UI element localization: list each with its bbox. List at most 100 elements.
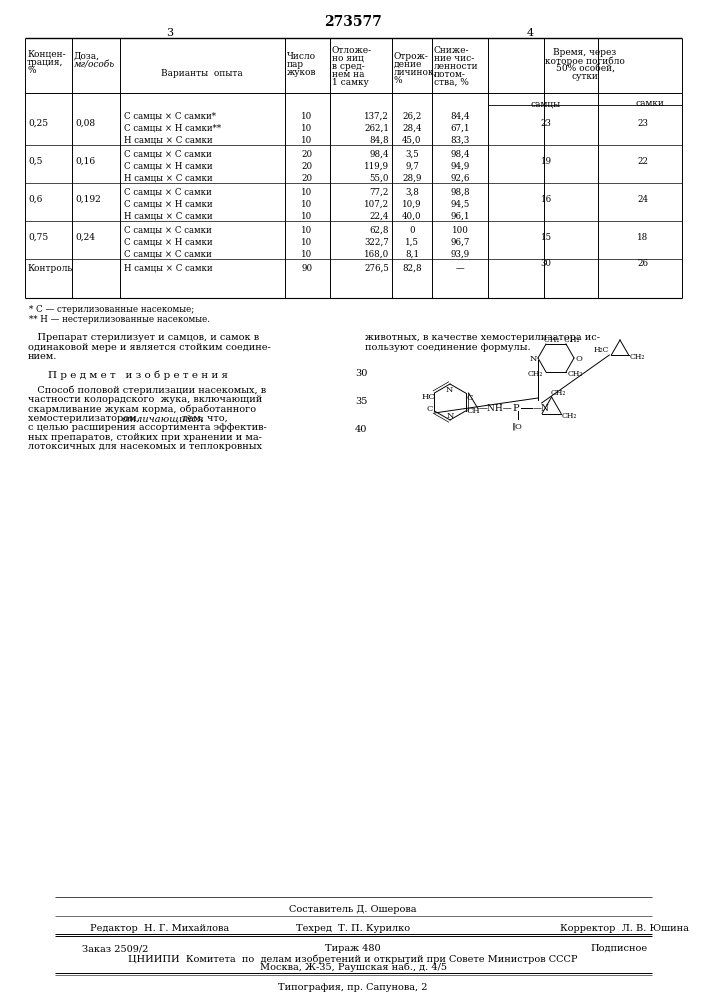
- Text: 77,2: 77,2: [370, 188, 389, 197]
- Text: HC: HC: [421, 393, 436, 401]
- Text: 273577: 273577: [324, 15, 382, 29]
- Text: 20: 20: [301, 150, 312, 159]
- Text: C: C: [426, 405, 433, 413]
- Text: 0,08: 0,08: [75, 119, 95, 128]
- Text: N: N: [530, 355, 537, 363]
- Text: 0,25: 0,25: [28, 119, 48, 128]
- Text: 83,3: 83,3: [450, 136, 469, 145]
- Text: 10: 10: [301, 238, 312, 247]
- Text: 18: 18: [638, 233, 648, 242]
- Text: 96,7: 96,7: [450, 238, 469, 247]
- Text: Сниже-: Сниже-: [434, 46, 469, 55]
- Text: нем на: нем на: [332, 70, 365, 79]
- Text: Типография, пр. Сапунова, 2: Типография, пр. Сапунова, 2: [279, 983, 428, 992]
- Text: 0: 0: [409, 226, 415, 235]
- Text: сутки: сутки: [571, 72, 598, 81]
- Text: 94,5: 94,5: [450, 200, 469, 209]
- Text: CH₂: CH₂: [528, 370, 544, 378]
- Text: CH: CH: [467, 407, 480, 415]
- Text: P: P: [513, 404, 519, 413]
- Text: 10: 10: [301, 212, 312, 221]
- Text: 10: 10: [301, 200, 312, 209]
- Text: 119,9: 119,9: [364, 162, 389, 171]
- Text: с целью расширения ассортимента эффектив-: с целью расширения ассортимента эффектив…: [28, 423, 267, 432]
- Text: 67,1: 67,1: [450, 124, 469, 133]
- Text: 93,9: 93,9: [450, 250, 469, 259]
- Text: CH₂  CH₂: CH₂ CH₂: [544, 336, 580, 344]
- Text: 24: 24: [638, 195, 648, 204]
- Text: С самцы × Н самки: С самцы × Н самки: [124, 162, 213, 171]
- Text: 0,192: 0,192: [75, 195, 101, 204]
- Text: С самцы × С самки: С самцы × С самки: [124, 150, 212, 159]
- Text: животных, в качестве хемостерилизатора ис-: животных, в качестве хемостерилизатора и…: [365, 333, 600, 342]
- Text: Тираж 480: Тираж 480: [325, 944, 381, 953]
- Text: 90: 90: [301, 264, 312, 273]
- Text: 15: 15: [540, 233, 551, 242]
- Text: Отрож-: Отрож-: [394, 52, 429, 61]
- Text: 10: 10: [301, 226, 312, 235]
- Text: Доза,: Доза,: [74, 52, 100, 61]
- Text: 40: 40: [355, 425, 368, 434]
- Text: пар: пар: [287, 60, 304, 69]
- Text: Н самцы × С самки: Н самцы × С самки: [124, 136, 213, 145]
- Text: ленности: ленности: [434, 62, 479, 71]
- Text: Подписное: Подписное: [590, 944, 647, 953]
- Text: 10: 10: [301, 124, 312, 133]
- Text: 10: 10: [301, 136, 312, 145]
- Text: 98,8: 98,8: [450, 188, 470, 197]
- Text: CH₂: CH₂: [551, 389, 566, 397]
- Text: CH₂: CH₂: [562, 412, 578, 420]
- Text: 23: 23: [638, 119, 648, 128]
- Text: Варианты  опыта: Варианты опыта: [161, 69, 243, 78]
- Text: 168,0: 168,0: [363, 250, 389, 259]
- Text: 23: 23: [541, 119, 551, 128]
- Text: H₂C: H₂C: [594, 346, 609, 354]
- Text: 137,2: 137,2: [364, 112, 389, 121]
- Text: 10: 10: [301, 188, 312, 197]
- Text: 276,5: 276,5: [364, 264, 389, 273]
- Text: N: N: [447, 412, 455, 420]
- Text: самки: самки: [636, 99, 665, 108]
- Text: 22,4: 22,4: [370, 212, 389, 221]
- Text: Москва, Ж-35, Раушская наб., д. 4/5: Москва, Ж-35, Раушская наб., д. 4/5: [259, 963, 447, 972]
- Text: 82,8: 82,8: [402, 264, 422, 273]
- Text: 84,4: 84,4: [450, 112, 469, 121]
- Text: N: N: [446, 386, 453, 394]
- Text: мг/особь: мг/особь: [74, 60, 115, 69]
- Text: 92,6: 92,6: [450, 174, 469, 183]
- Text: 3: 3: [166, 28, 173, 38]
- Text: 55,0: 55,0: [370, 174, 389, 183]
- Text: 8,1: 8,1: [405, 250, 419, 259]
- Text: одинаковой мере и является стойким соедине-: одинаковой мере и является стойким соеди…: [28, 342, 271, 352]
- Text: 262,1: 262,1: [364, 124, 389, 133]
- Text: С самцы × С самки: С самцы × С самки: [124, 188, 212, 197]
- Text: 22: 22: [638, 157, 648, 166]
- Text: 9,7: 9,7: [405, 162, 419, 171]
- Text: С самцы × С самки: С самцы × С самки: [124, 226, 212, 235]
- Text: ства, %: ства, %: [434, 78, 469, 87]
- Text: жуков: жуков: [287, 68, 317, 77]
- Text: 3,8: 3,8: [405, 188, 419, 197]
- Text: нием.: нием.: [28, 352, 57, 361]
- Text: 45,0: 45,0: [402, 136, 422, 145]
- Text: Составитель Д. Ошерова: Составитель Д. Ошерова: [289, 905, 416, 914]
- Text: ние чис-: ние чис-: [434, 54, 474, 63]
- Text: ‖: ‖: [512, 422, 516, 430]
- Text: 10,9: 10,9: [402, 200, 422, 209]
- Text: Редактор  Н. Г. Михайлова: Редактор Н. Г. Михайлова: [90, 924, 229, 933]
- Text: дение: дение: [394, 60, 422, 69]
- Text: 1,5: 1,5: [405, 238, 419, 247]
- Text: Н самцы × С самки: Н самцы × С самки: [124, 174, 213, 183]
- Text: * С — стерилизованные насекомые;: * С — стерилизованные насекомые;: [29, 305, 194, 314]
- Text: тем, что,: тем, что,: [179, 414, 228, 423]
- Text: 0,5: 0,5: [28, 157, 42, 166]
- Text: 0,75: 0,75: [28, 233, 48, 242]
- Text: 20: 20: [301, 174, 312, 183]
- Text: 0,16: 0,16: [75, 157, 95, 166]
- Text: 100: 100: [452, 226, 469, 235]
- Text: 40,0: 40,0: [402, 212, 422, 221]
- Text: 84,8: 84,8: [369, 136, 389, 145]
- Text: частности колорадского  жука, включающий: частности колорадского жука, включающий: [28, 395, 262, 404]
- Text: Н самцы × С самки: Н самцы × С самки: [124, 212, 213, 221]
- Text: 26: 26: [638, 259, 648, 268]
